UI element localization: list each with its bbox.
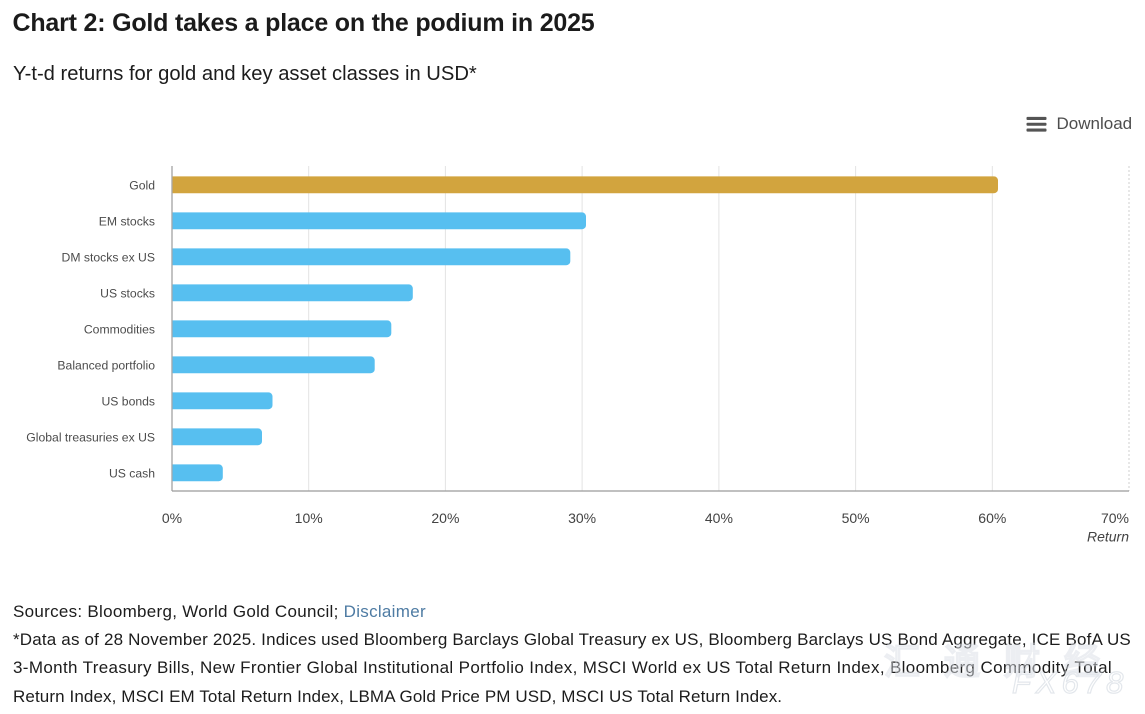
svg-text:50%: 50% (842, 510, 870, 526)
svg-text:30%: 30% (568, 510, 596, 526)
svg-text:Balanced portfolio: Balanced portfolio (57, 359, 155, 373)
svg-text:60%: 60% (978, 510, 1006, 526)
svg-text:EM stocks: EM stocks (99, 215, 155, 229)
svg-text:20%: 20% (431, 510, 459, 526)
svg-text:DM stocks ex US: DM stocks ex US (62, 251, 155, 265)
svg-text:Commodities: Commodities (84, 323, 155, 337)
svg-text:Global treasuries ex US: Global treasuries ex US (26, 431, 155, 445)
svg-text:10%: 10% (295, 510, 323, 526)
svg-text:FX678: FX678 (1012, 665, 1128, 700)
svg-text:Return: Return (1087, 528, 1129, 544)
svg-text:US cash: US cash (109, 467, 155, 481)
svg-text:40%: 40% (705, 510, 733, 526)
svg-text:汇通财经: 汇通财经 (884, 641, 1124, 682)
svg-text:US bonds: US bonds (101, 395, 155, 409)
svg-text:US stocks: US stocks (100, 287, 155, 301)
svg-text:0%: 0% (162, 510, 182, 526)
svg-text:Gold: Gold (129, 179, 155, 193)
svg-text:70%: 70% (1101, 510, 1129, 526)
